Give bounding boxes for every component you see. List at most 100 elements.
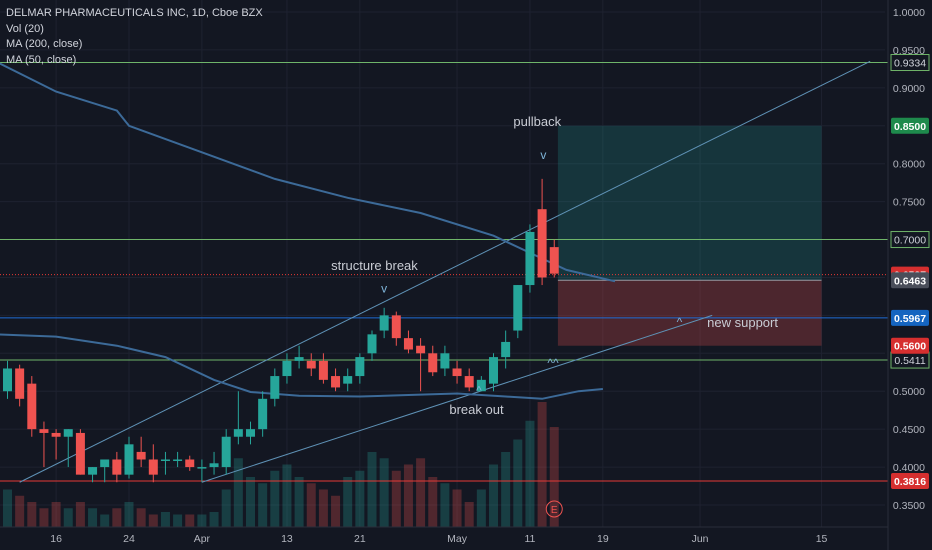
annotation-label: structure break	[331, 258, 418, 273]
arrow-marker: v	[381, 282, 387, 296]
volume-bar	[148, 514, 158, 527]
price-tag	[891, 473, 929, 490]
candle-body	[88, 467, 98, 475]
y-tick-label: 0.4500	[893, 424, 925, 436]
y-tick-label: 0.8000	[893, 159, 925, 171]
candle-body	[428, 353, 438, 373]
candle-body	[100, 459, 110, 468]
volume-bar	[355, 470, 365, 527]
candle-body	[39, 429, 49, 433]
candle-body	[452, 368, 462, 377]
candle-body	[63, 429, 73, 437]
candle-body	[403, 338, 413, 350]
volume-bar	[27, 502, 37, 527]
candle-body	[173, 459, 183, 461]
volume-bar	[318, 489, 328, 527]
volume-bar	[513, 439, 523, 527]
volume-bar	[331, 495, 341, 527]
candle-body	[124, 444, 134, 475]
volume-bar	[501, 452, 511, 527]
y-tick-label: 0.9000	[893, 83, 925, 95]
ma50-indicator-label[interactable]: MA (50, close)	[6, 53, 77, 66]
y-tick-label: 0.5000	[893, 386, 925, 398]
candle-body	[112, 459, 122, 475]
volume-bar	[39, 508, 49, 527]
trendline	[201, 314, 713, 483]
volume-bar	[221, 489, 231, 527]
volume-bar	[367, 452, 377, 527]
price-tag	[891, 117, 929, 134]
candle-body	[525, 231, 535, 286]
trendlines[interactable]	[19, 60, 871, 483]
candle-body	[416, 345, 426, 354]
volume-bar	[233, 458, 243, 527]
symbol-title[interactable]: DELMAR PHARMACEUTICALS INC, 1D, Cboe BZX	[6, 7, 263, 19]
moving-averages	[0, 62, 616, 400]
moving-average-line	[0, 62, 616, 283]
candle-body	[185, 459, 195, 468]
candle-body	[221, 436, 231, 468]
candles	[3, 178, 559, 483]
y-tick-label: 0.9500	[893, 45, 925, 57]
candle-body	[318, 360, 328, 380]
volume-bar	[489, 464, 498, 527]
price-tag	[890, 231, 930, 249]
volume-bar	[136, 508, 146, 527]
candle-body	[367, 334, 377, 354]
candle-body	[489, 357, 498, 384]
volume-indicator-label[interactable]: Vol (20)	[6, 22, 44, 35]
ma200-indicator-label[interactable]: MA (200, close)	[6, 38, 83, 50]
volume-bar	[391, 470, 401, 527]
price-tag	[891, 309, 929, 326]
candle-body	[440, 353, 450, 369]
candle-body	[513, 285, 523, 331]
volume-bar	[173, 514, 183, 527]
candle-body	[233, 429, 243, 437]
volume-bar	[525, 420, 535, 527]
volume-bar	[343, 477, 353, 527]
y-tick-label: 0.7500	[893, 197, 925, 209]
x-tick-label: 15	[816, 533, 828, 545]
x-tick-label: Jun	[692, 533, 709, 545]
volume-bar	[464, 502, 474, 527]
x-tick-label: 19	[597, 533, 609, 545]
volume-bar	[476, 489, 486, 527]
y-tick-label: 0.3500	[893, 500, 925, 512]
volume-bar	[75, 502, 85, 527]
candle-body	[270, 376, 280, 399]
candle-body	[136, 451, 146, 460]
candle-body	[209, 463, 219, 468]
candle-body	[464, 376, 474, 388]
price-tag-label: 0.3816	[894, 476, 926, 488]
volume-bar	[124, 502, 134, 527]
candle-body	[27, 383, 37, 430]
annotation-label: pullback	[513, 114, 561, 129]
price-tag	[890, 54, 930, 72]
earnings-marker	[545, 500, 563, 518]
candle-body	[148, 459, 158, 475]
candle-body	[160, 459, 170, 461]
volume-bar	[100, 514, 110, 527]
candle-body	[75, 432, 85, 475]
volume-bar	[15, 495, 25, 527]
annotations[interactable]: pullback structure break new support break …	[331, 114, 778, 518]
candle-body	[355, 357, 365, 377]
candle-body	[537, 209, 547, 278]
price-axis-tags: 0.93340.70000.65370.59670.54110.38160.85…	[890, 54, 930, 490]
volume-bar	[440, 483, 450, 527]
candle-body	[15, 368, 25, 399]
long-position-tool[interactable]	[557, 125, 822, 346]
volume-bar	[51, 502, 61, 527]
candle-body	[501, 341, 511, 358]
volume-bar	[112, 508, 122, 527]
price-tag	[891, 272, 929, 289]
y-tick-label: 1.0000	[893, 7, 925, 19]
volume-bar	[537, 402, 547, 527]
y-tick-label: 0.4000	[893, 462, 925, 474]
earnings-label: E	[551, 505, 558, 516]
annotation-label: break out	[449, 402, 504, 417]
x-tick-label: 16	[50, 533, 62, 545]
trendline	[19, 60, 871, 483]
volume-histogram	[3, 402, 559, 527]
